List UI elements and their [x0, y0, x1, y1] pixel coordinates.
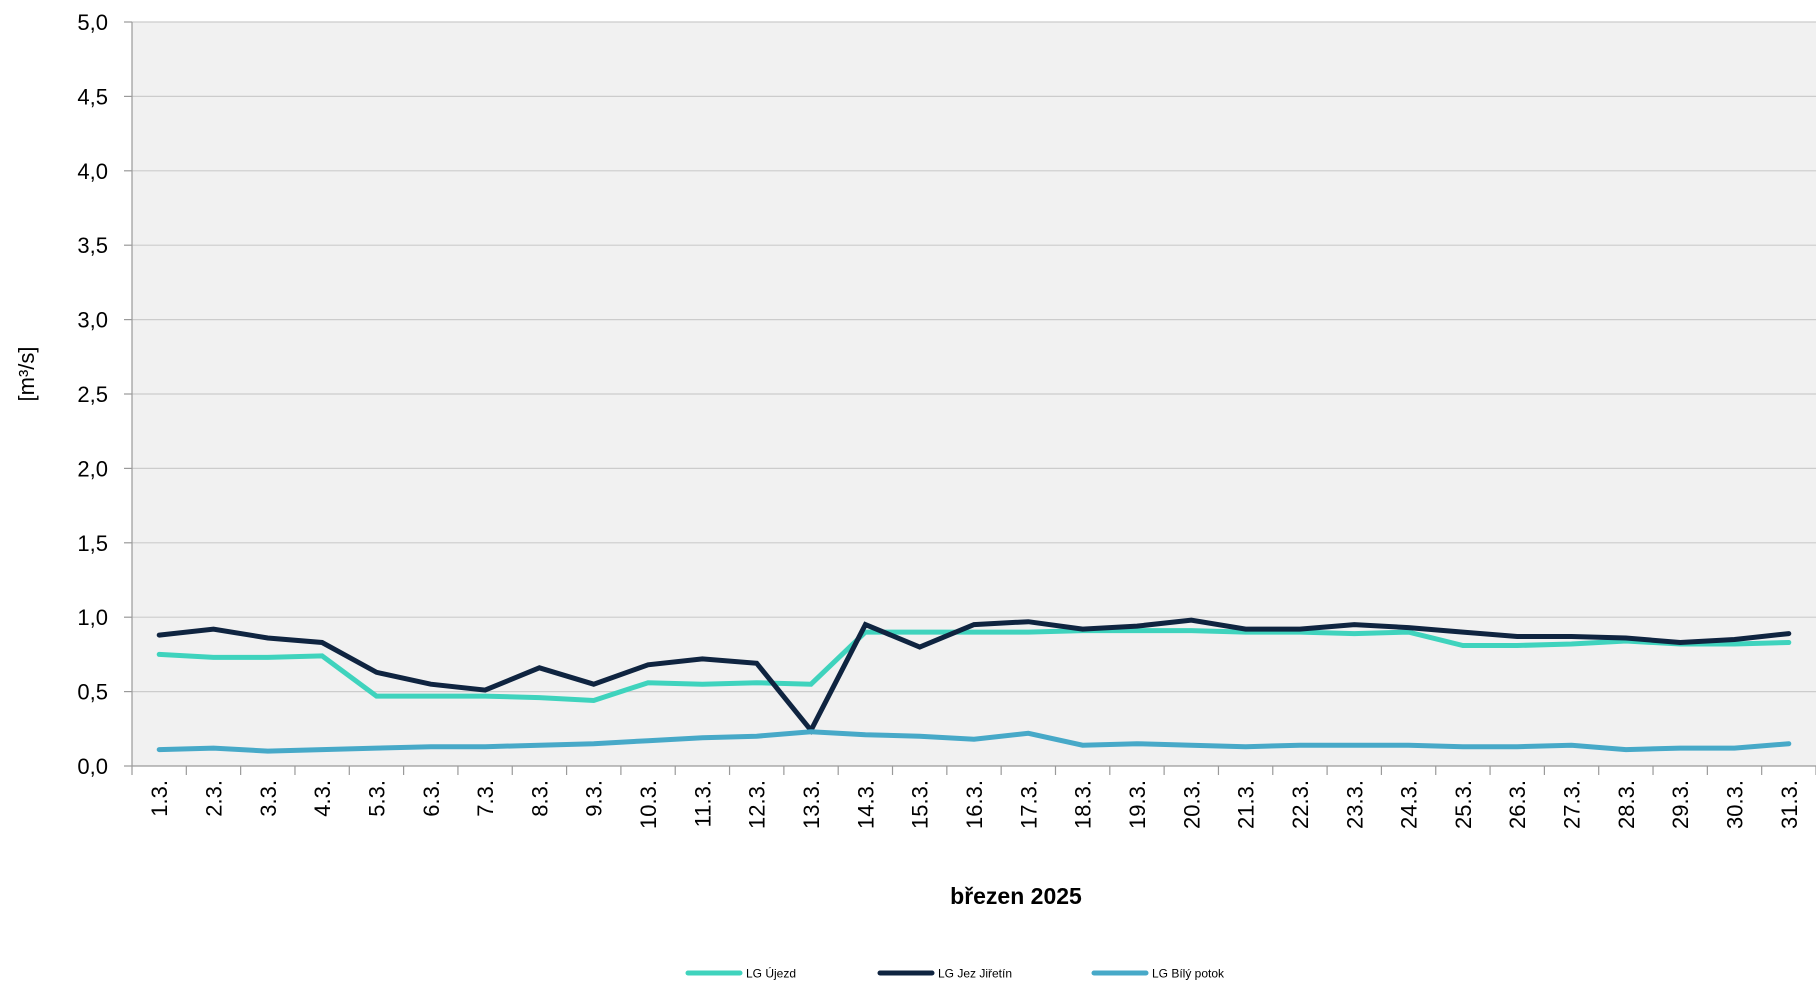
- series-line: [156, 617, 1792, 735]
- y-tick-label: 3,5: [77, 233, 108, 258]
- y-tick-label: 2,5: [77, 382, 108, 407]
- legend-label: LG Jez Jiřetín: [938, 967, 1012, 981]
- x-tick-label: 3.3.: [256, 780, 281, 817]
- x-tick-label: 11.3.: [690, 780, 715, 827]
- x-tick-label: 23.3.: [1342, 780, 1367, 829]
- x-tick-label: 17.3.: [1016, 780, 1041, 829]
- x-tick-label: 28.3.: [1614, 780, 1639, 829]
- x-tick-label: 21.3.: [1234, 780, 1259, 829]
- legend-label: LG Bílý potok: [1152, 967, 1225, 981]
- x-tick-label: 30.3.: [1723, 780, 1748, 829]
- y-tick-label: 3,0: [77, 308, 108, 333]
- gridlines: [124, 21, 1816, 767]
- series-lines: [156, 617, 1792, 754]
- legend: LG Újezd LG Jez Jiřetín LG Bílý potok: [685, 966, 1225, 981]
- y-tick-label: 5,0: [77, 10, 108, 35]
- x-tick-label: 27.3.: [1560, 780, 1585, 829]
- y-axis-title: [m³/s]: [14, 347, 39, 402]
- x-tick-label: 10.3.: [636, 780, 661, 829]
- x-tick-label: 5.3.: [364, 780, 389, 817]
- x-tick-label: 25.3.: [1451, 780, 1476, 829]
- y-tick-label: 4,0: [77, 159, 108, 184]
- x-tick-label: 15.3.: [908, 780, 933, 829]
- x-tick-label: 16.3.: [962, 780, 987, 829]
- y-tick-labels: 0,0 0,5 1,0 1,5 2,0 2,5 3,0 3,5 4,0 4,5 5,0: [77, 10, 108, 779]
- y-tick-label: 2,0: [77, 456, 108, 481]
- x-tick-labels: 1.3. 2.3. 3.3. 4.3. 5.3. 6.3. 7.3. 8.3. 9.3. 10.3…: [147, 780, 1802, 829]
- x-tick-label: 4.3.: [310, 780, 335, 817]
- axes: [131, 22, 1816, 775]
- x-tick-label: 18.3.: [1071, 780, 1096, 829]
- y-tick-label: 1,0: [77, 605, 108, 630]
- series-line: [156, 729, 1792, 754]
- x-tick-label: 6.3.: [419, 780, 444, 817]
- x-tick-label: 20.3.: [1179, 780, 1204, 829]
- x-tick-label: 9.3.: [582, 780, 607, 817]
- x-tick-label: 24.3.: [1397, 780, 1422, 829]
- y-tick-label: 0,5: [77, 680, 108, 705]
- x-tick-label: 22.3.: [1288, 780, 1313, 829]
- x-tick-label: 31.3.: [1777, 780, 1802, 829]
- x-axis-title: březen 2025: [950, 883, 1082, 909]
- x-tick-label: 13.3.: [799, 780, 824, 829]
- x-tick-label: 14.3.: [853, 780, 878, 829]
- series-line: [156, 628, 1792, 704]
- x-tick-label: 7.3.: [473, 780, 498, 817]
- y-tick-label: 1,5: [77, 531, 108, 556]
- x-tick-label: 8.3.: [527, 780, 552, 817]
- x-tick-label: 2.3.: [201, 780, 226, 817]
- x-tick-label: 19.3.: [1125, 780, 1150, 829]
- x-tick-label: 1.3.: [147, 780, 172, 817]
- x-tick-label: 12.3.: [745, 780, 770, 829]
- y-tick-label: 0,0: [77, 754, 108, 779]
- x-tick-label: 29.3.: [1668, 780, 1693, 829]
- legend-label: LG Újezd: [746, 966, 796, 981]
- x-tick-label: 26.3.: [1505, 780, 1530, 829]
- y-tick-label: 4,5: [77, 84, 108, 109]
